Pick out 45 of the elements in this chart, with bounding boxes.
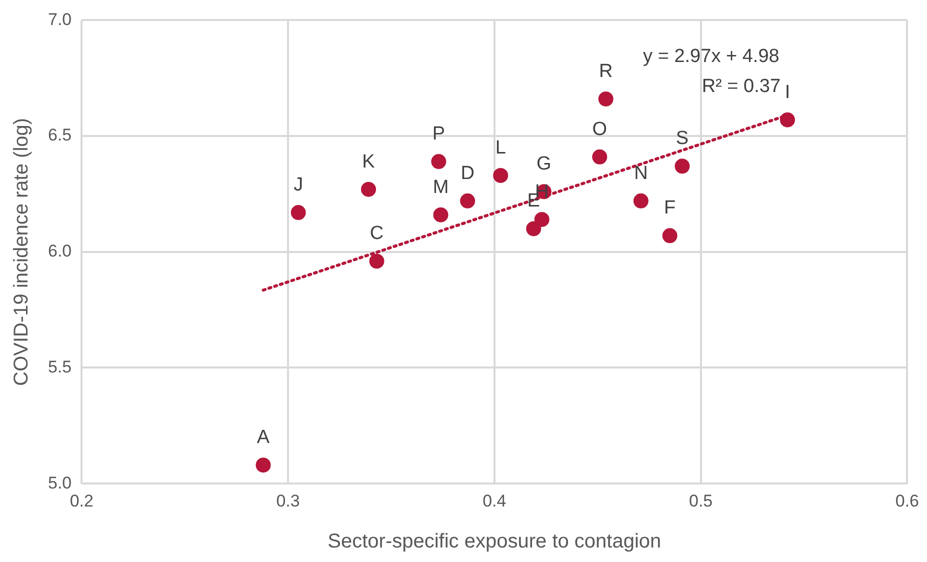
point [592,149,608,164]
point [361,182,376,197]
point [674,158,690,174]
annotation: I [784,82,790,103]
point [431,154,446,170]
point [662,228,678,244]
annotation: S [676,128,689,150]
point [369,254,384,269]
point [598,91,614,106]
point [460,193,476,208]
annotation: F [664,198,676,219]
annotation: P [432,124,446,145]
x-tick-label: 0.4 [482,491,506,510]
x-tick-label: 0.5 [688,491,713,510]
annotation: O [592,118,608,140]
annotation: L [495,137,506,158]
x-tick-label: 0.3 [276,491,300,510]
point [534,212,550,227]
annotation: G [536,154,552,175]
y-axis-title: COVID-19 incidence rate (log) [10,118,33,386]
point [433,207,448,222]
point [493,168,508,183]
annotation: M [432,176,449,198]
point [290,205,306,220]
annotation: D [460,162,474,184]
annotation: A [256,427,270,448]
annotation: y = 2.97x + 4.98 [643,46,780,68]
y-tick-label: 6.0 [48,242,72,261]
x-axis-title: Sector-specific exposure to contagion [328,530,662,553]
point [633,193,648,208]
annotation: N [634,162,648,184]
point [526,221,542,236]
annotation: R [598,60,613,82]
y-tick-label: 6.5 [48,126,72,145]
annotation: C [370,223,384,244]
x-tick-label: 0.6 [895,491,920,510]
annotation: J [294,174,304,196]
y-tick-label: 5.0 [48,473,72,492]
y-tick-label: 5.5 [48,357,72,376]
y-tick-label: 7.0 [48,10,72,29]
annotation: K [362,151,376,172]
point [780,112,795,128]
x-tick-label: 0.2 [70,491,94,510]
annotation: R² = 0.37 [702,76,781,98]
point [256,458,271,473]
